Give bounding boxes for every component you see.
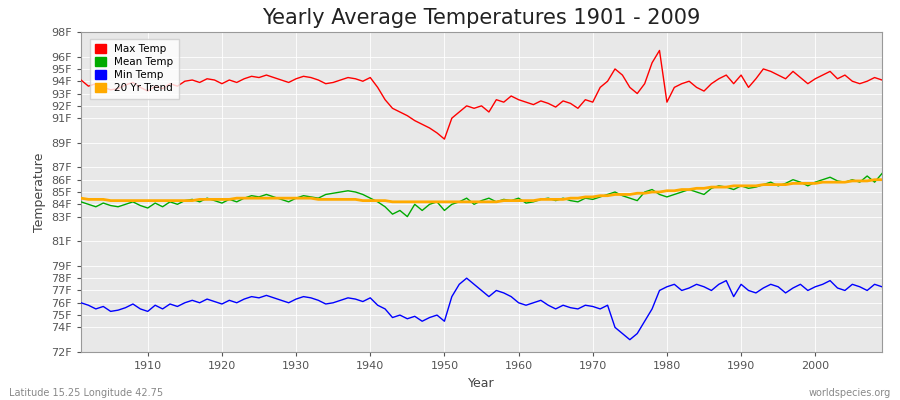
Text: Latitude 15.25 Longitude 42.75: Latitude 15.25 Longitude 42.75: [9, 388, 163, 398]
Legend: Max Temp, Mean Temp, Min Temp, 20 Yr Trend: Max Temp, Mean Temp, Min Temp, 20 Yr Tre…: [90, 39, 178, 99]
X-axis label: Year: Year: [468, 376, 495, 390]
Title: Yearly Average Temperatures 1901 - 2009: Yearly Average Temperatures 1901 - 2009: [262, 8, 701, 28]
Text: worldspecies.org: worldspecies.org: [809, 388, 891, 398]
Y-axis label: Temperature: Temperature: [32, 152, 46, 232]
